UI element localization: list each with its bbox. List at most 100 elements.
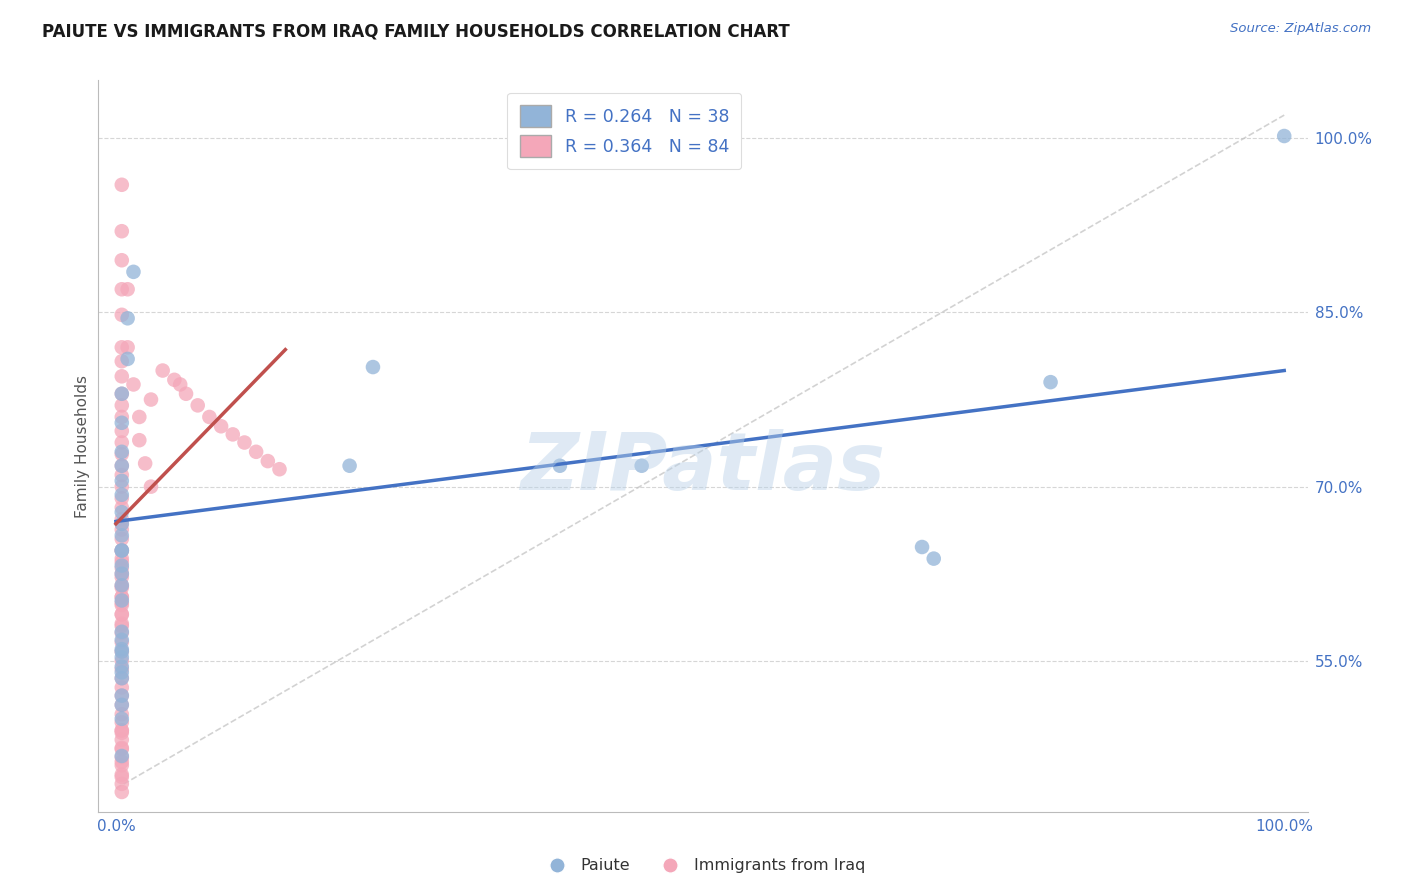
- Point: [111, 681, 134, 695]
- Point: [111, 626, 134, 640]
- Point: [111, 723, 134, 738]
- Point: [111, 707, 134, 722]
- Point: [339, 458, 361, 473]
- Point: [139, 480, 162, 494]
- Point: [111, 624, 134, 639]
- Point: [111, 607, 134, 622]
- Point: [111, 505, 134, 519]
- Point: [111, 619, 134, 633]
- Point: [111, 416, 134, 430]
- Point: [198, 409, 221, 424]
- Point: [111, 566, 134, 581]
- Point: [111, 435, 134, 450]
- Point: [163, 373, 186, 387]
- Point: [111, 468, 134, 483]
- Text: Source: ZipAtlas.com: Source: ZipAtlas.com: [1230, 22, 1371, 36]
- Point: [111, 654, 134, 668]
- Point: [111, 543, 134, 558]
- Point: [111, 566, 134, 581]
- Point: [111, 516, 134, 531]
- Point: [111, 224, 134, 238]
- Point: [111, 253, 134, 268]
- Point: [269, 462, 291, 476]
- Point: [111, 551, 134, 566]
- Point: [111, 488, 134, 502]
- Point: [111, 725, 134, 739]
- Point: [111, 642, 134, 657]
- Y-axis label: Family Households: Family Households: [75, 375, 90, 517]
- Point: [111, 282, 134, 296]
- Point: [111, 758, 134, 772]
- Point: [922, 551, 945, 566]
- Point: [152, 363, 174, 377]
- Point: [111, 662, 134, 676]
- Point: [128, 409, 150, 424]
- Point: [256, 454, 278, 468]
- Point: [111, 491, 134, 506]
- Point: [111, 698, 134, 712]
- Point: [111, 340, 134, 354]
- Point: [111, 578, 134, 592]
- Point: [187, 398, 209, 412]
- Point: [111, 777, 134, 791]
- Point: [111, 732, 134, 747]
- Point: [111, 561, 134, 575]
- Point: [111, 308, 134, 322]
- Point: [111, 458, 134, 473]
- Point: [117, 282, 139, 296]
- Point: [111, 596, 134, 610]
- Point: [111, 512, 134, 526]
- Point: [111, 558, 134, 573]
- Legend: Paiute, Immigrants from Iraq: Paiute, Immigrants from Iraq: [534, 852, 872, 880]
- Point: [111, 458, 134, 473]
- Point: [111, 543, 134, 558]
- Point: [111, 500, 134, 515]
- Point: [111, 644, 134, 658]
- Point: [111, 671, 134, 685]
- Point: [111, 447, 134, 461]
- Point: [111, 590, 134, 604]
- Point: [111, 516, 134, 531]
- Point: [111, 689, 134, 703]
- Point: [111, 671, 134, 685]
- Text: PAIUTE VS IMMIGRANTS FROM IRAQ FAMILY HOUSEHOLDS CORRELATION CHART: PAIUTE VS IMMIGRANTS FROM IRAQ FAMILY HO…: [42, 22, 790, 40]
- Point: [1272, 128, 1295, 143]
- Point: [139, 392, 162, 407]
- Point: [111, 665, 134, 680]
- Point: [111, 590, 134, 604]
- Point: [111, 578, 134, 592]
- Point: [111, 543, 134, 558]
- Point: [209, 419, 232, 434]
- Legend: R = 0.264   N = 38, R = 0.364   N = 84: R = 0.264 N = 38, R = 0.364 N = 84: [508, 93, 741, 169]
- Point: [111, 755, 134, 769]
- Point: [117, 351, 139, 366]
- Point: [233, 435, 256, 450]
- Point: [117, 311, 139, 326]
- Point: [222, 427, 245, 442]
- Point: [111, 723, 134, 738]
- Point: [111, 528, 134, 542]
- Point: [111, 770, 134, 784]
- Point: [111, 632, 134, 647]
- Point: [111, 593, 134, 607]
- Point: [111, 767, 134, 781]
- Point: [111, 785, 134, 799]
- Point: [111, 749, 134, 764]
- Point: [111, 650, 134, 665]
- Point: [111, 178, 134, 192]
- Point: [361, 359, 384, 374]
- Point: [911, 540, 934, 554]
- Point: [245, 445, 267, 459]
- Point: [111, 644, 134, 658]
- Point: [111, 570, 134, 584]
- Point: [111, 715, 134, 730]
- Point: [111, 354, 134, 368]
- Point: [111, 386, 134, 401]
- Point: [111, 555, 134, 569]
- Point: [111, 635, 134, 649]
- Point: [111, 581, 134, 595]
- Point: [111, 740, 134, 755]
- Point: [122, 377, 145, 392]
- Point: [111, 543, 134, 558]
- Point: [111, 742, 134, 756]
